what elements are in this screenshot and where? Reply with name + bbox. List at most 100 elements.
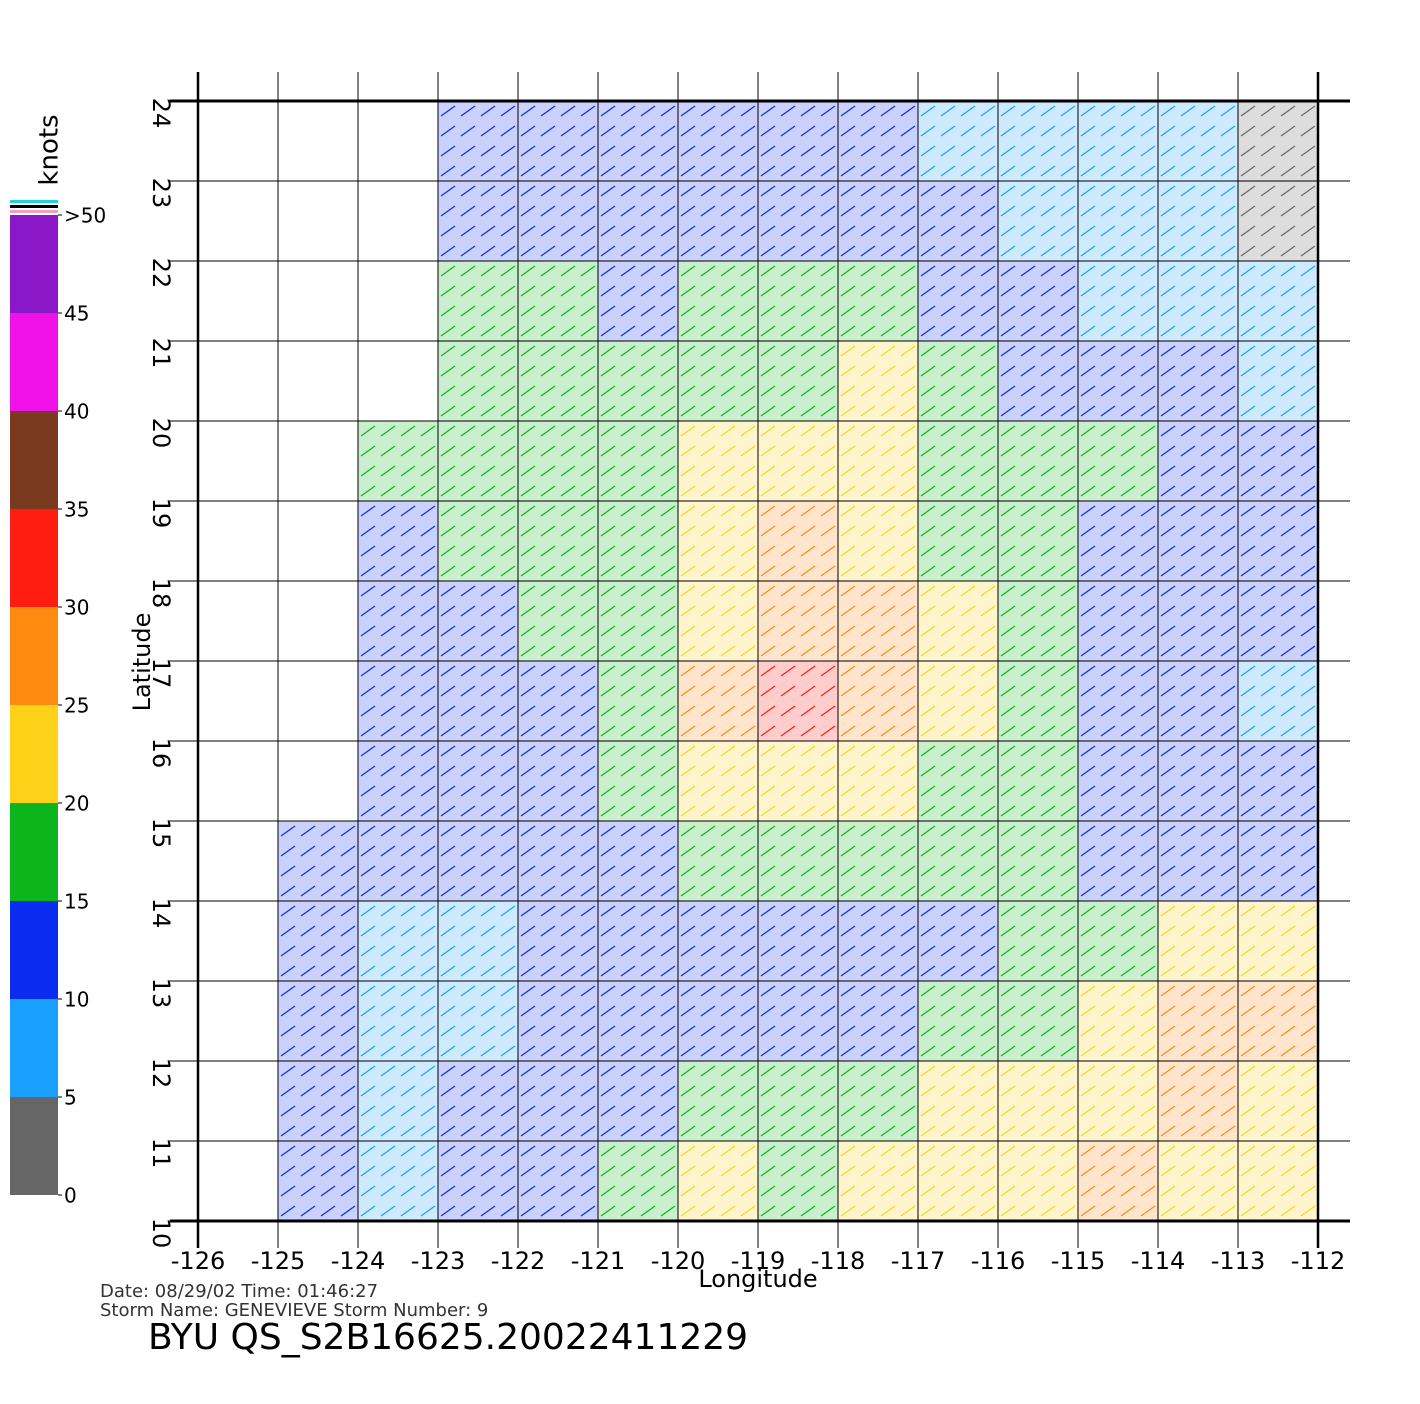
speed-cell [278, 901, 358, 981]
speed-strokes [920, 825, 996, 897]
speed-cell [918, 181, 998, 261]
speed-strokes [680, 585, 756, 657]
speed-strokes [1240, 1065, 1316, 1137]
speed-cell [518, 661, 598, 741]
speed-strokes [840, 345, 916, 417]
speed-cell [358, 741, 438, 821]
speed-cell [1078, 261, 1158, 341]
speed-cell [1238, 101, 1318, 181]
speed-cell [1238, 581, 1318, 661]
speed-strokes [680, 745, 756, 817]
speed-cell [838, 181, 918, 261]
speed-strokes [1240, 665, 1316, 737]
speed-cell [998, 661, 1078, 741]
speed-cell [518, 1141, 598, 1221]
speed-cell [518, 501, 598, 581]
speed-strokes [760, 825, 836, 897]
speed-cell [1078, 981, 1158, 1061]
speed-cell [1238, 821, 1318, 901]
y-tick-label: 23 [147, 178, 175, 209]
speed-strokes [1240, 745, 1316, 817]
speed-strokes [840, 1145, 916, 1217]
speed-strokes [840, 185, 916, 257]
speed-cell [358, 1141, 438, 1221]
speed-cell [1158, 501, 1238, 581]
speed-cell [598, 901, 678, 981]
speed-strokes [1240, 585, 1316, 657]
colorbar-tick-label: 0 [64, 1184, 77, 1208]
speed-strokes [680, 345, 756, 417]
speed-cell [358, 981, 438, 1061]
speed-cell [598, 101, 678, 181]
speed-strokes [1000, 745, 1076, 817]
colorbar-tick-label: 10 [64, 988, 89, 1012]
speed-cell [758, 981, 838, 1061]
speed-strokes [600, 505, 676, 577]
date-line: Date: 08/29/02 Time: 01:46:27 [100, 1281, 378, 1302]
speed-strokes [760, 1065, 836, 1137]
speed-strokes [1240, 1145, 1316, 1217]
speed-cell [838, 661, 918, 741]
speed-strokes [600, 185, 676, 257]
speed-strokes [920, 1145, 996, 1217]
speed-cell [1158, 421, 1238, 501]
speed-strokes [520, 1145, 596, 1217]
speed-strokes [520, 105, 596, 177]
speed-strokes [840, 745, 916, 817]
y-tick-label: 18 [147, 578, 175, 609]
speed-strokes [1240, 505, 1316, 577]
colorbar-band [10, 509, 58, 607]
colorbar-band [10, 901, 58, 999]
speed-cell [598, 661, 678, 741]
y-tick-label: 17 [147, 658, 175, 689]
y-tick-label: 19 [147, 498, 175, 529]
speed-cell [998, 421, 1078, 501]
speed-cell [518, 581, 598, 661]
speed-cell [678, 741, 758, 821]
speed-cell [438, 341, 518, 421]
speed-cell [278, 1141, 358, 1221]
speed-cell [918, 981, 998, 1061]
speed-cell [438, 981, 518, 1061]
x-tick-label: -123 [411, 1247, 465, 1275]
speed-cell [918, 341, 998, 421]
colorbar-band [10, 607, 58, 705]
speed-cell [1158, 341, 1238, 421]
speed-strokes [1000, 265, 1076, 337]
speed-strokes [840, 825, 916, 897]
speed-cell [918, 421, 998, 501]
speed-strokes [1160, 1145, 1236, 1217]
speed-cell [518, 101, 598, 181]
speed-strokes [680, 425, 756, 497]
speed-strokes [1000, 505, 1076, 577]
speed-strokes [600, 665, 676, 737]
speed-strokes [1240, 265, 1316, 337]
speed-cell [598, 181, 678, 261]
speed-cell [998, 1141, 1078, 1221]
y-tick-label: 12 [147, 1058, 175, 1089]
colorbar-cap [10, 210, 58, 213]
speed-strokes [920, 1065, 996, 1137]
speed-strokes [600, 905, 676, 977]
speed-strokes [760, 345, 836, 417]
speed-strokes [440, 105, 516, 177]
speed-cell [758, 1061, 838, 1141]
speed-cell [918, 661, 998, 741]
speed-strokes [520, 985, 596, 1057]
speed-strokes [440, 425, 516, 497]
speed-cell [758, 741, 838, 821]
speed-strokes [600, 265, 676, 337]
speed-strokes [520, 825, 596, 897]
speed-strokes [520, 265, 596, 337]
speed-cell [1158, 901, 1238, 981]
speed-strokes [840, 425, 916, 497]
speed-cell [1078, 341, 1158, 421]
speed-strokes [1240, 345, 1316, 417]
speed-strokes [760, 1145, 836, 1217]
speed-cell [518, 981, 598, 1061]
speed-cell [1238, 901, 1318, 981]
speed-strokes [920, 265, 996, 337]
x-tick-label: -112 [1291, 1247, 1345, 1275]
speed-strokes [440, 265, 516, 337]
speed-cell [1238, 661, 1318, 741]
